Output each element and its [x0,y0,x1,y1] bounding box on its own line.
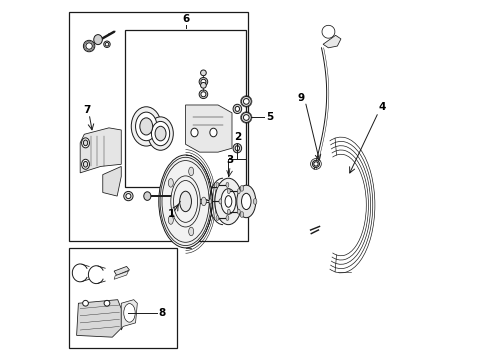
Ellipse shape [188,227,193,236]
Ellipse shape [312,160,319,167]
Text: 8: 8 [159,308,165,318]
Polygon shape [102,166,121,196]
Ellipse shape [241,112,251,122]
Ellipse shape [83,140,87,146]
Polygon shape [77,300,121,337]
Ellipse shape [216,216,219,220]
Polygon shape [323,35,340,48]
Ellipse shape [236,185,255,218]
Ellipse shape [159,155,212,248]
Ellipse shape [143,192,151,201]
Ellipse shape [240,185,243,191]
Ellipse shape [83,161,87,167]
Ellipse shape [199,77,207,86]
Ellipse shape [151,121,169,146]
Ellipse shape [237,189,240,194]
Ellipse shape [155,126,166,141]
Ellipse shape [123,303,135,322]
Ellipse shape [233,104,241,113]
Ellipse shape [243,114,248,120]
Ellipse shape [214,178,242,225]
Ellipse shape [86,43,92,49]
Ellipse shape [240,212,243,217]
Polygon shape [121,300,137,330]
Ellipse shape [105,42,108,46]
Text: 1: 1 [167,209,175,219]
Ellipse shape [225,216,228,220]
Ellipse shape [147,117,173,150]
Ellipse shape [237,209,240,214]
Ellipse shape [241,193,250,210]
Ellipse shape [168,179,173,187]
Ellipse shape [190,128,198,137]
Ellipse shape [201,79,205,84]
Ellipse shape [135,112,157,141]
Ellipse shape [104,300,110,306]
Ellipse shape [227,189,230,194]
Bar [69,248,176,348]
Text: 5: 5 [265,112,273,122]
Ellipse shape [82,300,88,306]
Ellipse shape [201,92,205,97]
Text: 3: 3 [226,156,233,165]
Text: 9: 9 [297,93,304,103]
Ellipse shape [216,183,219,187]
Text: 4: 4 [378,102,385,112]
Polygon shape [114,271,128,279]
Bar [124,30,246,187]
Polygon shape [114,266,129,275]
Ellipse shape [125,194,131,199]
Ellipse shape [221,189,235,214]
Ellipse shape [188,167,193,176]
Ellipse shape [208,199,211,204]
Text: 7: 7 [83,105,90,115]
Ellipse shape [81,159,89,169]
Polygon shape [80,128,121,173]
Ellipse shape [225,183,228,187]
Ellipse shape [235,146,239,151]
Ellipse shape [200,82,206,88]
Ellipse shape [168,216,173,224]
Ellipse shape [179,191,191,212]
Ellipse shape [201,197,206,206]
Ellipse shape [131,107,161,146]
Ellipse shape [233,144,241,153]
Ellipse shape [224,195,231,207]
Ellipse shape [235,107,239,111]
Ellipse shape [199,90,207,99]
Ellipse shape [219,199,222,204]
Ellipse shape [200,70,206,76]
Ellipse shape [241,96,251,107]
Ellipse shape [209,128,217,137]
Bar [69,12,247,241]
Ellipse shape [123,192,133,201]
Ellipse shape [313,162,317,166]
Ellipse shape [83,40,95,52]
Ellipse shape [227,209,230,214]
Ellipse shape [253,199,256,204]
Ellipse shape [94,35,102,45]
Text: 6: 6 [182,14,189,24]
Ellipse shape [103,41,110,48]
Ellipse shape [140,118,152,135]
Text: 2: 2 [233,132,241,142]
Ellipse shape [170,176,200,227]
Polygon shape [185,105,231,152]
Ellipse shape [81,138,89,148]
Ellipse shape [173,180,197,222]
Ellipse shape [243,99,248,104]
